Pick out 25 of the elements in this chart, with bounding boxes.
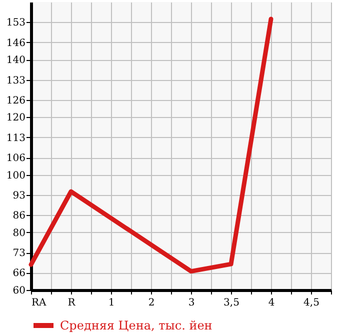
y-tick-label: 100 <box>6 170 26 182</box>
y-tick-label: 113 <box>6 132 26 144</box>
x-tick-label: 4 <box>268 298 275 308</box>
x-tick-label: 2 <box>148 298 155 308</box>
y-tick-label: 126 <box>6 95 26 106</box>
legend-label: Средняя Цена, тыс. йен <box>60 318 212 332</box>
y-tick-label: 80 <box>12 228 26 239</box>
x-tick-label: RA <box>32 298 48 308</box>
y-tick-label: 133 <box>6 75 26 86</box>
x-tick-label: R <box>68 298 76 308</box>
x-tick-label: 3 <box>188 298 195 308</box>
y-tick-label: 86 <box>12 210 26 222</box>
y-tick-label: 66 <box>12 268 26 280</box>
y-tick-label: 73 <box>12 248 26 260</box>
y-tick-label: 140 <box>6 55 26 66</box>
y-tick-label: 146 <box>6 38 26 49</box>
x-tick-label: 1 <box>108 298 115 308</box>
y-tick-label: 106 <box>6 153 26 164</box>
y-tick-label: 153 <box>6 18 26 29</box>
y-tick-label: 120 <box>6 112 26 124</box>
line-series <box>28 16 274 274</box>
x-tick-label: 3,5 <box>224 298 240 308</box>
y-tick-label: 93 <box>12 190 26 202</box>
x-tick-label: 4,5 <box>304 298 320 308</box>
y-tick-label: 60 <box>12 286 26 296</box>
